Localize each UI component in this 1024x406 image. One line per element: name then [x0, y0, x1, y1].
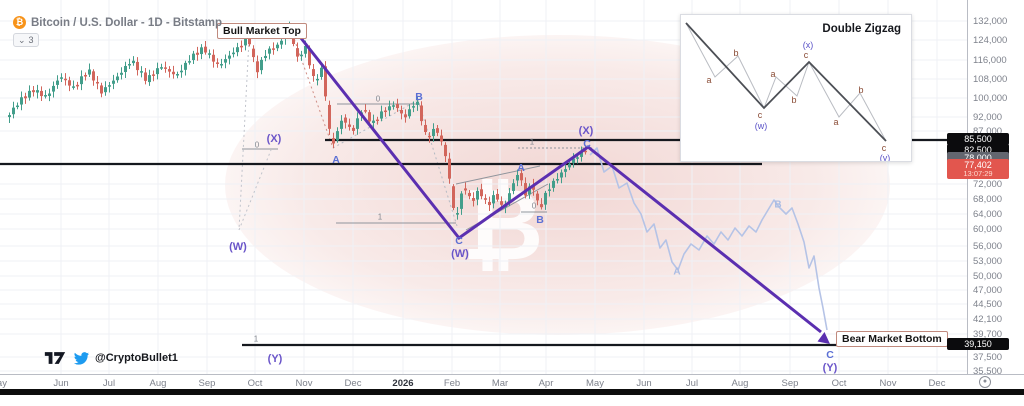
- inset-wave-label: a: [833, 117, 838, 127]
- price-tick-label: 132,000: [973, 16, 1008, 27]
- inset-wave-label: (x): [803, 40, 814, 50]
- inset-title: Double Zigzag: [822, 23, 901, 35]
- price-axis[interactable]: 132,000 124,000 116,000 108,000 100,000 92,00…: [967, 0, 1024, 377]
- time-tick-label: Jun: [636, 378, 652, 389]
- symbol-title[interactable]: Bitcoin / U.S. Dollar - 1D - Bitstamp: [31, 16, 223, 29]
- bitcoin-icon: ₿: [13, 16, 26, 29]
- time-tick-label: Aug: [149, 378, 167, 389]
- price-level-badge: 85,500: [947, 132, 1009, 145]
- inset-wave-label: a: [770, 69, 775, 79]
- double-zigzag-diagram: abc(w)abc(x)abc(y): [685, 22, 891, 163]
- price-tick-label: 53,000: [973, 256, 1003, 267]
- time-tick-label: Mar: [491, 378, 509, 389]
- elliott-zigzag[interactable]: [291, 27, 830, 344]
- price-tick-label: 37,500: [973, 352, 1003, 363]
- time-tick-label: Jul: [102, 378, 116, 389]
- price-level-badge: 39,150: [947, 337, 1009, 350]
- inset-wave-label: (y): [880, 153, 891, 161]
- chevron-down-icon: ⌄: [18, 35, 26, 45]
- double-zigzag-inset: a b c (w) a b c (x) a b c (y) Double Zigzag: [680, 14, 912, 163]
- time-tick-label: Sep: [198, 378, 216, 389]
- inset-wave-label: b: [858, 85, 863, 95]
- time-tick-label: 2026: [392, 378, 414, 389]
- price-tick-label: 44,500: [973, 299, 1003, 310]
- inset-wave-label: c: [758, 110, 763, 120]
- price-tick-label: 60,000: [973, 224, 1003, 235]
- price-tick-label: 92,000: [973, 112, 1003, 123]
- time-tick-label: Oct: [247, 378, 263, 389]
- legend-collapse-chip[interactable]: ⌄ 3: [13, 33, 39, 47]
- time-tick-label: Sep: [781, 378, 799, 389]
- time-tick-label: Jul: [685, 378, 699, 389]
- twitter-handle: @CryptoBullet1: [95, 352, 178, 364]
- symbol-title-row: ₿ Bitcoin / U.S. Dollar - 1D - Bitstamp: [13, 16, 222, 29]
- price-tick-label: 124,000: [973, 35, 1008, 46]
- time-tick-label: Dec: [344, 378, 362, 389]
- credit-row: @CryptoBullet1: [44, 351, 178, 365]
- price-tick-label: 42,100: [973, 314, 1003, 325]
- twitter-icon: [73, 352, 89, 365]
- inset-wave-label: c: [882, 143, 887, 153]
- inset-wave-label: b: [791, 95, 796, 105]
- projection-path: [589, 147, 828, 331]
- price-tick-label: 72,000: [973, 179, 1003, 190]
- tradingview-logo-icon: [44, 352, 66, 364]
- price-tick-label: 116,000: [973, 55, 1007, 66]
- inset-wave-label: c: [804, 50, 809, 60]
- price-tick-label: 47,000: [973, 285, 1003, 296]
- inset-wave-label: b: [733, 48, 738, 58]
- legend-chip-value: 3: [28, 35, 34, 45]
- time-tick-label: Oct: [831, 378, 847, 389]
- price-tick-label: 100,000: [973, 93, 1008, 104]
- price-tick-label: 108,000: [973, 74, 1008, 85]
- time-tick-label: Apr: [538, 378, 554, 389]
- price-tick-label: 50,000: [973, 271, 1003, 282]
- time-tick-label: Jun: [53, 378, 69, 389]
- price-tick-label: 68,000: [973, 194, 1003, 205]
- price-tick-label: 64,000: [973, 209, 1003, 220]
- arrow-head: [817, 332, 830, 344]
- time-tick-label: May: [0, 378, 7, 389]
- time-tick-label: Dec: [928, 378, 946, 389]
- inset-wave-label: (w): [755, 121, 768, 131]
- inset-wave-label: a: [706, 75, 711, 85]
- time-tick-label: Feb: [443, 378, 461, 389]
- price-tick-label: 35,500: [973, 366, 1003, 377]
- scale-settings-icon[interactable]: ●: [979, 376, 991, 388]
- time-tick-label: May: [586, 378, 604, 389]
- time-tick-label: Nov: [295, 378, 313, 389]
- time-tick-label: Nov: [879, 378, 897, 389]
- time-tick-label: Aug: [731, 378, 749, 389]
- last-price-badge: 77,402 13:07:29: [947, 158, 1009, 179]
- bull-market-top-label[interactable]: Bull Market Top: [217, 23, 307, 39]
- price-tick-label: 56,000: [973, 241, 1003, 252]
- bottom-black-bar: [0, 389, 1024, 395]
- price-tick-label: 39,700: [973, 329, 1003, 340]
- bear-market-bottom-label[interactable]: Bear Market Bottom: [836, 331, 948, 347]
- price-tick-label: 87,000: [973, 126, 1003, 137]
- time-axis[interactable]: May Jun Jul Aug Sep Oct Nov Dec 2026 Feb Mar Apr May…: [0, 374, 1024, 390]
